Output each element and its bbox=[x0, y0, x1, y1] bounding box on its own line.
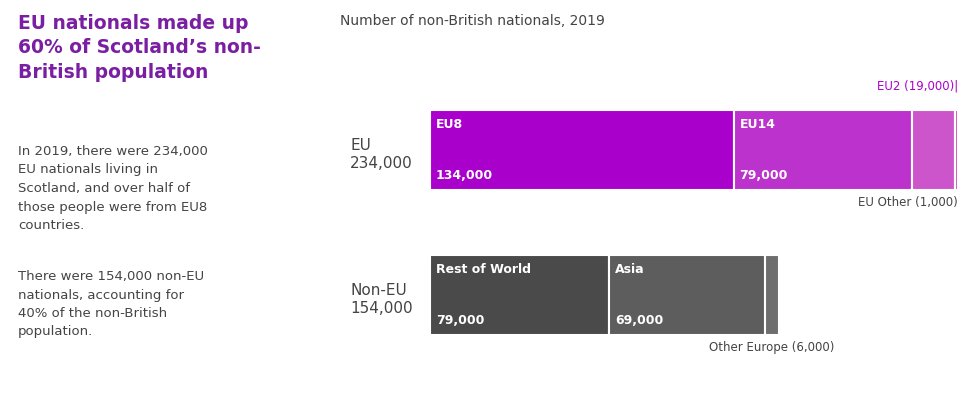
Text: Number of non-British nationals, 2019: Number of non-British nationals, 2019 bbox=[340, 14, 605, 28]
Text: 134,000: 134,000 bbox=[436, 169, 493, 182]
Text: 234,000: 234,000 bbox=[350, 156, 413, 171]
Text: There were 154,000 non-EU
nationals, accounting for
40% of the non-British
popul: There were 154,000 non-EU nationals, acc… bbox=[18, 270, 204, 338]
Bar bbox=[430, 110, 734, 190]
Text: Asia: Asia bbox=[615, 263, 644, 276]
Text: Non-EU: Non-EU bbox=[350, 283, 407, 298]
Text: Other Europe (6,000): Other Europe (6,000) bbox=[710, 341, 834, 354]
Text: 154,000: 154,000 bbox=[350, 301, 413, 316]
Bar bbox=[956, 110, 957, 190]
Bar bbox=[734, 110, 913, 190]
Text: EU2 (19,000)|: EU2 (19,000)| bbox=[876, 79, 958, 92]
Text: EU14: EU14 bbox=[740, 118, 776, 131]
Bar bbox=[609, 255, 765, 335]
Text: EU nationals made up
60% of Scotland’s non-
British population: EU nationals made up 60% of Scotland’s n… bbox=[18, 14, 261, 81]
Text: 69,000: 69,000 bbox=[615, 314, 663, 327]
Text: 79,000: 79,000 bbox=[740, 169, 788, 182]
Bar bbox=[765, 255, 779, 335]
Bar bbox=[430, 255, 609, 335]
Text: EU8: EU8 bbox=[436, 118, 464, 131]
Text: In 2019, there were 234,000
EU nationals living in
Scotland, and over half of
th: In 2019, there were 234,000 EU nationals… bbox=[18, 145, 208, 232]
Text: EU: EU bbox=[350, 138, 371, 153]
Text: 79,000: 79,000 bbox=[436, 314, 484, 327]
Text: Rest of World: Rest of World bbox=[436, 263, 531, 276]
Text: EU Other (1,000): EU Other (1,000) bbox=[858, 196, 958, 209]
Bar bbox=[913, 110, 956, 190]
